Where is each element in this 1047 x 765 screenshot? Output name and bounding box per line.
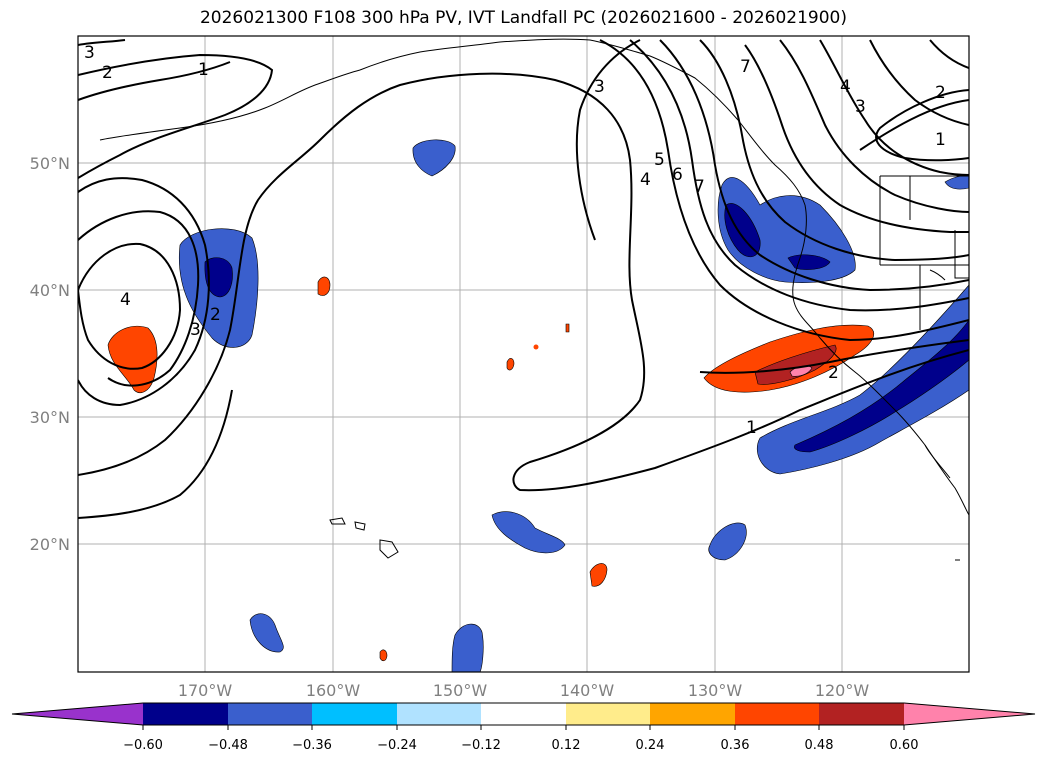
lon-label: 170°W: [178, 681, 233, 700]
contour-label: 2: [828, 363, 839, 383]
contour-label: 6: [672, 165, 683, 185]
colorbar-extend-high: [904, 703, 1035, 725]
contour-label: 1: [198, 60, 209, 80]
lon-label: 140°W: [560, 681, 615, 700]
lon-label: 130°W: [688, 681, 743, 700]
contour-label: 7: [740, 57, 751, 77]
colorbar-segment: [650, 703, 735, 725]
contour-label: 3: [855, 97, 866, 117]
lon-label: 160°W: [306, 681, 361, 700]
colorbar-segment: [397, 703, 481, 725]
lat-label: 50°N: [30, 154, 70, 173]
contour-labels: 3 2 1 4 3 2 3 5 6 4 7 7 4 3 2 1 2 1: [84, 43, 946, 438]
colorbar-segment: [228, 703, 312, 725]
colorbar-tick-label: −0.36: [292, 738, 332, 753]
colorbar-segment: [819, 703, 904, 725]
lat-label: 30°N: [30, 408, 70, 427]
pv-contours: [78, 39, 969, 519]
contour-label: 3: [594, 77, 605, 97]
colorbar-tick-label: 0.36: [721, 738, 750, 753]
colorbar-segment: [312, 703, 397, 725]
contour-label: 4: [640, 170, 651, 190]
colorbar-tick-label: 0.60: [890, 738, 919, 753]
colorbar-tick-label: −0.60: [123, 738, 163, 753]
map-title: 2026021300 F108 300 hPa PV, IVT Landfall…: [199, 8, 847, 28]
colorbar-segment: [481, 703, 566, 725]
colorbar-segment: [143, 703, 228, 725]
map-panel: 3 2 1 4 3 2 3 5 6 4 7 7 4 3 2 1 2 1: [78, 36, 969, 672]
lat-label: 20°N: [30, 535, 70, 554]
colorbar-tick-label: −0.24: [377, 738, 417, 753]
map-frame: [77, 35, 970, 673]
colorbar-tick-label: 0.24: [636, 738, 665, 753]
contour-label: 4: [840, 77, 851, 97]
colorbar-extend-low: [12, 703, 143, 725]
positive-shading: [107, 276, 874, 662]
colorbar: −0.60 −0.48 −0.36 −0.24 −0.12 0.12 0.24 …: [11, 702, 1036, 753]
contour-label: 2: [102, 63, 113, 83]
colorbar-tick-label: 0.48: [805, 738, 834, 753]
latitude-labels: 50°N 40°N 30°N 20°N: [30, 154, 70, 554]
contour-label: 1: [935, 130, 946, 150]
colorbar-tick-label: −0.12: [461, 738, 501, 753]
contour-label: 5: [654, 150, 665, 170]
contour-label: 3: [84, 43, 95, 63]
contour-label: 2: [935, 83, 946, 103]
colorbar-tick-label: −0.48: [208, 738, 248, 753]
contour-label: 2: [210, 305, 221, 325]
contour-label: 1: [746, 418, 757, 438]
lon-label: 120°W: [815, 681, 870, 700]
lon-label: 150°W: [433, 681, 488, 700]
colorbar-tick-label: 0.12: [552, 738, 581, 753]
lat-label: 40°N: [30, 281, 70, 300]
colorbar-segment: [735, 703, 819, 725]
contour-label: 3: [190, 320, 201, 340]
contour-label: 7: [694, 177, 705, 197]
longitude-labels: 170°W 160°W 150°W 140°W 130°W 120°W: [178, 681, 870, 700]
contour-label: 4: [120, 290, 131, 310]
colorbar-segment: [566, 703, 650, 725]
negative-shading: [178, 139, 969, 672]
